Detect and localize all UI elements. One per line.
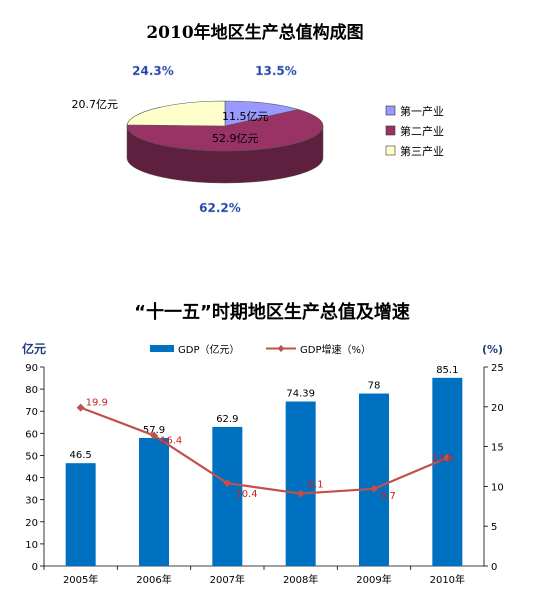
growth-marker	[150, 431, 158, 440]
combo-legend: GDP（亿元） GDP增速（%）	[150, 343, 371, 356]
gdp-bar-label: 57.9	[143, 425, 165, 436]
growth-marker	[223, 479, 232, 488]
x-tick-label: 2005年	[63, 573, 98, 586]
pie-body	[126, 100, 324, 184]
pie-percent-label-2: 62.2%	[199, 201, 241, 215]
growth-marker	[296, 489, 305, 498]
y-left-tick-label: 90	[25, 363, 38, 374]
pie-legend-swatch-2	[385, 125, 396, 136]
gdp-bar-2005年	[65, 463, 96, 566]
pie-percent-label-3: 24.3%	[132, 64, 174, 78]
y-right-tick-label: 0	[491, 562, 497, 573]
growth-label: 9.7	[380, 491, 396, 502]
y-left-tick-label: 0	[32, 562, 38, 573]
legend-label-growth: GDP增速（%）	[300, 343, 371, 356]
y-right-tick-label: 25	[491, 363, 504, 374]
gdp-bar-2006年	[139, 437, 169, 566]
growth-line	[80, 406, 448, 495]
y-left-tick-label: 30	[25, 496, 38, 507]
y-right-tick-label: 5	[491, 522, 497, 533]
x-tick-label: 2007年	[210, 573, 245, 586]
pie-slice-1	[224, 100, 299, 127]
combo-chart-title: “十一五”时期地区生产总值及增速	[134, 301, 410, 323]
growth-label: 9.1	[308, 480, 324, 491]
growth-marker	[370, 484, 378, 493]
y-left-tick-label: 20	[25, 518, 38, 529]
growth-label: 19.9	[86, 398, 108, 409]
growth-label: 13.6	[431, 454, 453, 465]
y-left-tick-label: 60	[25, 429, 38, 440]
pie-legend-swatch-1	[385, 105, 396, 116]
gdp-bar-label: 85.1	[436, 365, 458, 376]
legend-label-gdp: GDP（亿元）	[178, 343, 239, 356]
pie-percent-label-1: 13.5%	[255, 64, 297, 78]
pie-legend-swatch-3	[385, 145, 396, 156]
gdp-bar-label: 46.5	[70, 450, 92, 461]
pie-legend-label-1: 第一产业	[400, 104, 444, 118]
legend-swatch-gdp	[150, 345, 174, 352]
y-right-tick-label: 10	[491, 482, 504, 493]
y-left-tick-label: 40	[25, 474, 38, 485]
gdp-bar-label: 78	[368, 381, 381, 392]
y-axis-right-label: (%)	[482, 343, 503, 356]
pie-labels: 11.5亿元 52.9亿元 20.7亿元 13.5% 62.2% 24.3%	[72, 64, 298, 215]
gdp-bar-label: 62.9	[216, 414, 238, 425]
growth-label: 16.4	[160, 435, 182, 446]
x-tick-label: 2009年	[356, 573, 391, 586]
pie-value-label-1: 11.5亿元	[222, 110, 269, 123]
pie-chart: 2010年地区生产总值构成图 11.5亿元 52.9亿元 20.7亿元 13.5% 62…	[72, 22, 445, 215]
pie-slice-2	[126, 109, 324, 152]
growth-marker	[443, 453, 452, 462]
pie-legend-label-3: 第三产业	[400, 144, 444, 158]
y-right-tick-label: 15	[491, 443, 504, 454]
growth-marker	[76, 403, 85, 412]
gdp-bar-2009年	[359, 393, 389, 566]
line-series: 19.9 16.4 10.4 9.1 9.7 13.6	[76, 398, 454, 502]
gdp-bar-label: 74.39	[286, 389, 315, 400]
x-tick-label: 2006年	[136, 573, 171, 586]
x-tick-label: 2008年	[283, 573, 318, 586]
y-left-tick-label: 50	[25, 451, 38, 462]
pie-slice-3	[126, 100, 226, 127]
gdp-bar-2007年	[212, 426, 243, 566]
y-axis-left-label: 亿元	[22, 341, 46, 356]
legend-marker-growth	[277, 345, 285, 352]
x-tick-label: 2010年	[430, 573, 465, 586]
pie-value-label-3: 20.7亿元	[72, 98, 119, 111]
combo-chart: “十一五”时期地区生产总值及增速 亿元 (%) GDP（亿元） GDP增速（%） …	[22, 301, 504, 586]
y-left-tick-label: 10	[25, 540, 38, 551]
bar-series: 46.5 57.9 62.9 74.39 78 85.1	[65, 365, 463, 566]
y-right-tick-label: 20	[491, 403, 504, 414]
pie-chart-title: 2010年地区生产总值构成图	[146, 22, 363, 43]
pie-value-label-2: 52.9亿元	[212, 132, 259, 145]
combo-axes: 0 10 20 30 40 50 60 70 80 90 0 5 10 15 20 25 2005年 2006年 2…	[25, 363, 503, 586]
y-left-tick-label: 80	[25, 385, 38, 396]
gdp-bar-2008年	[285, 401, 316, 566]
pie-legend-label-2: 第二产业	[400, 124, 444, 138]
gdp-bar-2010年	[432, 377, 463, 566]
y-left-tick-label: 70	[25, 407, 38, 418]
growth-label: 10.4	[235, 489, 257, 500]
